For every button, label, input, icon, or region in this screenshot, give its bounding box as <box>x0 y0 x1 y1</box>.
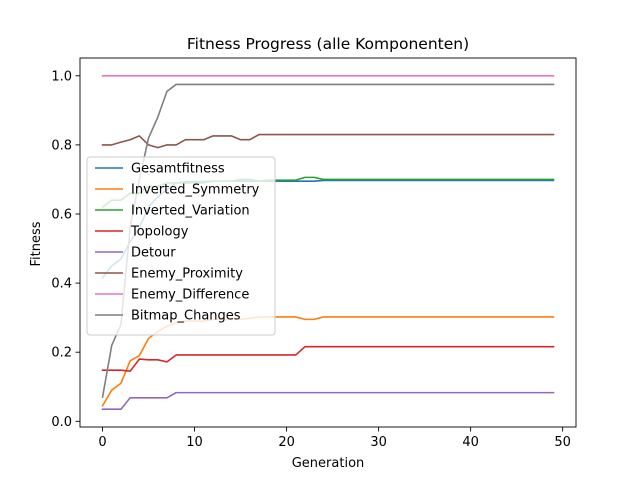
legend-label: Enemy_Difference <box>131 288 249 303</box>
legend-box <box>86 156 276 336</box>
x-tick-label: 30 <box>370 435 387 450</box>
y-tick-label: 0.0 <box>51 415 72 430</box>
x-tick-label: 50 <box>554 435 571 450</box>
y-tick-label: 0.2 <box>51 346 72 361</box>
legend-label: Detour <box>131 246 176 261</box>
x-axis-label: Generation <box>292 456 365 471</box>
x-tick-label: 20 <box>278 435 295 450</box>
x-tick-label: 0 <box>98 435 106 450</box>
x-tick-label: 40 <box>462 435 479 450</box>
legend-label: Inverted_Symmetry <box>131 183 260 198</box>
legend-label: Inverted_Variation <box>131 204 250 219</box>
axes: 0 10 20 30 40 50 0.0 0.2 0.4 0.6 0.8 1.0 <box>51 57 577 450</box>
chart-title: Fitness Progress (alle Komponenten) <box>187 35 469 53</box>
y-axis-label: Fitness <box>29 221 44 266</box>
plot-frame <box>79 57 577 428</box>
series-line-bitmap-changes <box>101 83 555 399</box>
y-tick-label: 0.4 <box>51 277 72 292</box>
legend-label: Topology <box>130 225 189 240</box>
series-line-detour <box>101 391 555 411</box>
y-tick-label: 0.8 <box>51 138 72 153</box>
y-tick-label: 0.6 <box>51 207 72 222</box>
y-tick-label: 1.0 <box>51 69 72 84</box>
legend-label: Bitmap_Changes <box>131 309 241 324</box>
x-tick-label: 10 <box>186 435 203 450</box>
legend: Gesamtfitness Inverted_Symmetry Inverted_V… <box>86 156 276 336</box>
series-line-enemy-proximity <box>101 133 555 149</box>
legend-label: Gesamtfitness <box>131 162 225 177</box>
series-line-topology <box>101 345 555 373</box>
legend-label: Enemy_Proximity <box>131 267 243 282</box>
